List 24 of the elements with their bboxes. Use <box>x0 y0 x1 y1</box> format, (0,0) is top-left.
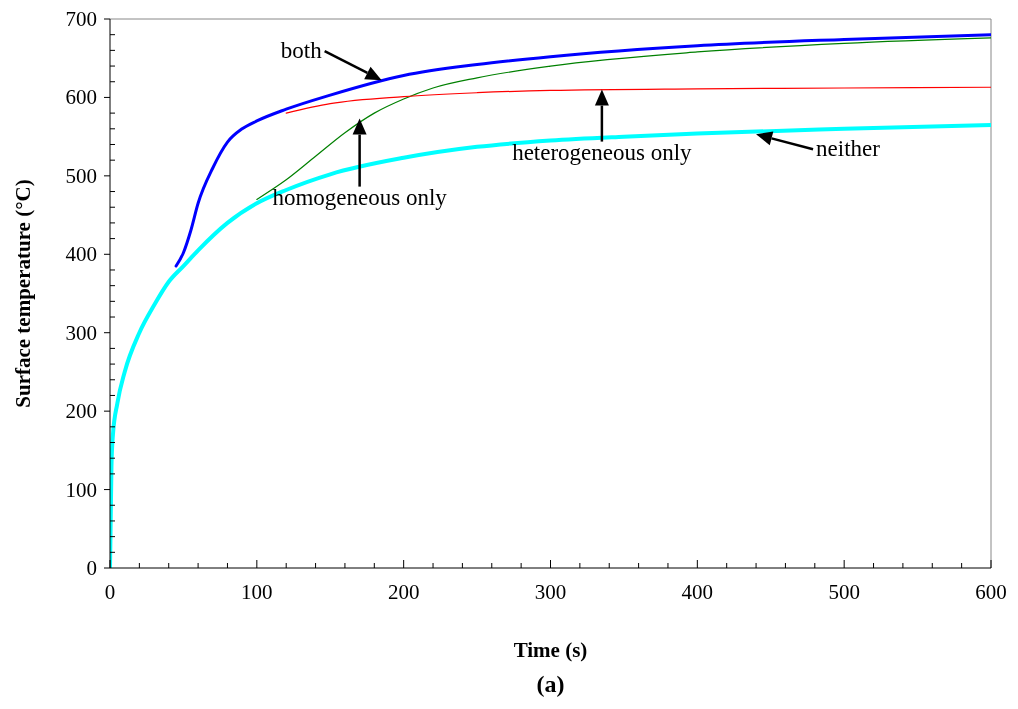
y-tick-label: 300 <box>65 320 97 345</box>
x-tick-label: 600 <box>975 580 1007 604</box>
y-tick-label: 100 <box>65 477 97 502</box>
line-series <box>285 86 991 114</box>
x-axis-title: Time (s) <box>513 638 588 662</box>
y-tick-label: 500 <box>65 163 97 188</box>
y-tick-label: 400 <box>65 242 97 267</box>
line-series <box>174 33 991 268</box>
annotation: heterogeneous only <box>512 139 693 165</box>
y-axis-title: Surface temperature (°C) <box>11 179 35 408</box>
y-tick-label: 0 <box>86 556 97 580</box>
annotation: neither <box>816 136 881 162</box>
annotation: homogeneous only <box>272 184 448 210</box>
x-tick-label: 0 <box>104 580 116 604</box>
x-tick-label: 500 <box>828 580 860 604</box>
text: (a) <box>536 671 565 697</box>
x-tick-label: 300 <box>534 580 567 604</box>
y-tick-label: 200 <box>65 399 97 424</box>
x-tick-label: 200 <box>387 580 420 604</box>
x-tick-label: 400 <box>681 580 714 604</box>
y-tick-label: 600 <box>65 85 97 110</box>
x-tick-label: 100 <box>241 580 273 604</box>
y-tick-label: 700 <box>65 7 97 31</box>
annotation: both <box>280 38 323 64</box>
